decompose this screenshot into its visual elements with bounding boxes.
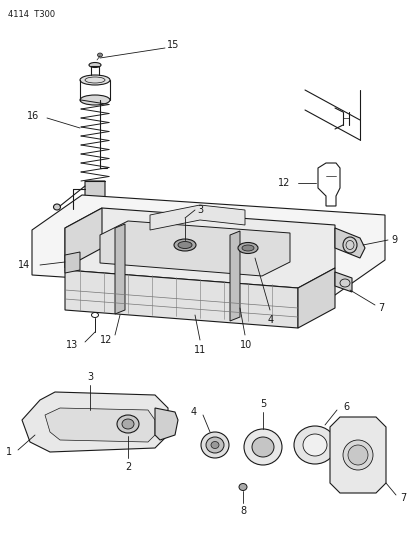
Ellipse shape — [69, 209, 78, 217]
Ellipse shape — [174, 239, 196, 251]
Text: 12: 12 — [100, 335, 112, 345]
Text: 7: 7 — [378, 303, 384, 313]
Ellipse shape — [89, 62, 101, 68]
Polygon shape — [45, 408, 155, 442]
Ellipse shape — [117, 415, 139, 433]
Ellipse shape — [238, 243, 258, 254]
Text: 15: 15 — [167, 40, 180, 50]
Polygon shape — [32, 195, 385, 295]
Polygon shape — [100, 221, 290, 276]
Polygon shape — [65, 252, 80, 273]
Ellipse shape — [244, 429, 282, 465]
Polygon shape — [155, 408, 178, 440]
Ellipse shape — [348, 445, 368, 465]
Text: 6: 6 — [343, 402, 349, 412]
Text: 4: 4 — [191, 407, 197, 417]
Text: 3: 3 — [87, 372, 93, 382]
Polygon shape — [335, 228, 365, 258]
Ellipse shape — [242, 245, 254, 251]
Ellipse shape — [80, 95, 110, 105]
Polygon shape — [65, 208, 102, 268]
Polygon shape — [330, 417, 386, 493]
Text: 2: 2 — [125, 462, 131, 472]
Ellipse shape — [201, 432, 229, 458]
Polygon shape — [150, 205, 245, 230]
Ellipse shape — [294, 426, 336, 464]
Ellipse shape — [303, 434, 327, 456]
Polygon shape — [115, 224, 125, 314]
Text: 13: 13 — [66, 340, 78, 350]
Ellipse shape — [98, 53, 102, 57]
Ellipse shape — [122, 419, 134, 429]
Text: 14: 14 — [18, 260, 30, 270]
Ellipse shape — [53, 204, 60, 210]
Text: 9: 9 — [391, 235, 397, 245]
Ellipse shape — [343, 440, 373, 470]
Ellipse shape — [239, 483, 247, 490]
Text: 5: 5 — [260, 399, 266, 409]
Text: 1: 1 — [6, 447, 12, 457]
Text: 3: 3 — [197, 205, 203, 215]
Polygon shape — [22, 392, 168, 452]
Text: 4114  T300: 4114 T300 — [8, 10, 55, 19]
Polygon shape — [85, 181, 105, 203]
Text: 12: 12 — [277, 178, 290, 188]
Polygon shape — [335, 272, 352, 292]
Ellipse shape — [80, 75, 110, 85]
Text: 16: 16 — [27, 111, 39, 121]
Polygon shape — [65, 208, 335, 288]
Ellipse shape — [178, 241, 192, 248]
Text: 10: 10 — [240, 340, 252, 350]
Ellipse shape — [211, 441, 219, 448]
Text: 7: 7 — [400, 493, 406, 503]
Text: 11: 11 — [194, 345, 206, 355]
Text: 4: 4 — [268, 315, 274, 325]
Polygon shape — [65, 270, 298, 328]
Ellipse shape — [206, 437, 224, 453]
Polygon shape — [298, 268, 335, 328]
Polygon shape — [230, 231, 240, 321]
Ellipse shape — [252, 437, 274, 457]
Text: 8: 8 — [240, 506, 246, 516]
